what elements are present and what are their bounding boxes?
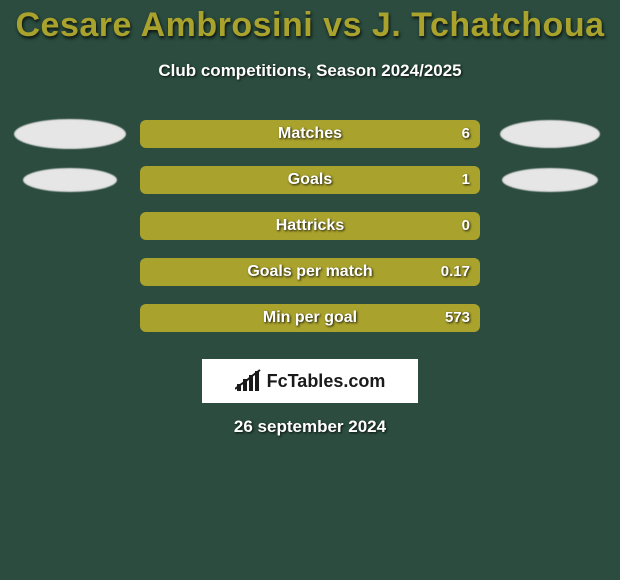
stat-label: Min per goal — [140, 304, 480, 332]
left-marker-cell — [0, 119, 140, 149]
left-marker — [23, 168, 117, 192]
subtitle: Club competitions, Season 2024/2025 — [0, 61, 620, 81]
left-marker — [14, 119, 126, 149]
date-line: 26 september 2024 — [0, 417, 620, 437]
stats-area: Matches6Goals1Hattricks0Goals per match0… — [0, 111, 620, 341]
stat-row: Matches6 — [0, 111, 620, 157]
stat-row: Hattricks0 — [0, 203, 620, 249]
stat-row: Min per goal573 — [0, 295, 620, 341]
stat-label: Hattricks — [140, 212, 480, 240]
stat-label: Goals per match — [140, 258, 480, 286]
stat-value: 0.17 — [441, 258, 470, 286]
stat-bar: Hattricks0 — [140, 212, 480, 240]
page-title: Cesare Ambrosini vs J. Tchatchoua — [0, 0, 620, 45]
stat-label: Matches — [140, 120, 480, 148]
stat-value: 0 — [462, 212, 470, 240]
stat-row: Goals1 — [0, 157, 620, 203]
comparison-infographic: Cesare Ambrosini vs J. Tchatchoua Club c… — [0, 0, 620, 580]
stat-bar: Goals per match0.17 — [140, 258, 480, 286]
right-marker-cell — [480, 168, 620, 192]
stat-bar: Min per goal573 — [140, 304, 480, 332]
stat-bar: Goals1 — [140, 166, 480, 194]
stat-value: 6 — [462, 120, 470, 148]
logo-badge: FcTables.com — [202, 359, 418, 403]
stat-label: Goals — [140, 166, 480, 194]
right-marker-cell — [480, 120, 620, 148]
right-marker — [502, 168, 598, 192]
right-marker — [500, 120, 600, 148]
bar-chart-icon — [235, 369, 261, 393]
stat-value: 573 — [445, 304, 470, 332]
stat-value: 1 — [462, 166, 470, 194]
left-marker-cell — [0, 168, 140, 192]
stat-bar: Matches6 — [140, 120, 480, 148]
stat-row: Goals per match0.17 — [0, 249, 620, 295]
logo-text: FcTables.com — [267, 371, 386, 392]
